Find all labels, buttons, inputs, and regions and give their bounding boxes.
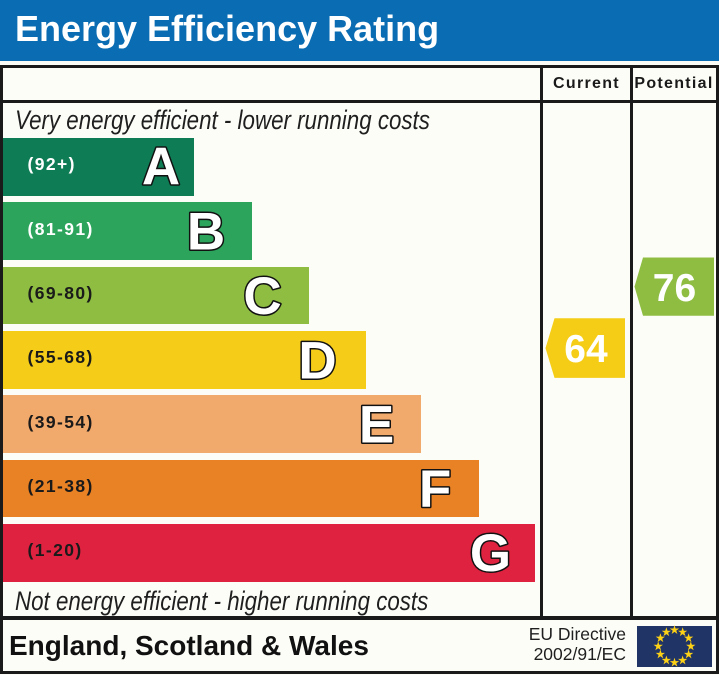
svg-text:76: 76 <box>653 267 696 310</box>
svg-text:C: C <box>243 267 281 326</box>
svg-text:F: F <box>419 460 451 519</box>
svg-text:B: B <box>187 203 225 262</box>
svg-text:G: G <box>470 524 511 583</box>
svg-text:A: A <box>142 137 180 196</box>
svg-text:D: D <box>298 331 336 390</box>
svg-text:64: 64 <box>564 328 608 371</box>
svg-text:E: E <box>359 396 394 455</box>
